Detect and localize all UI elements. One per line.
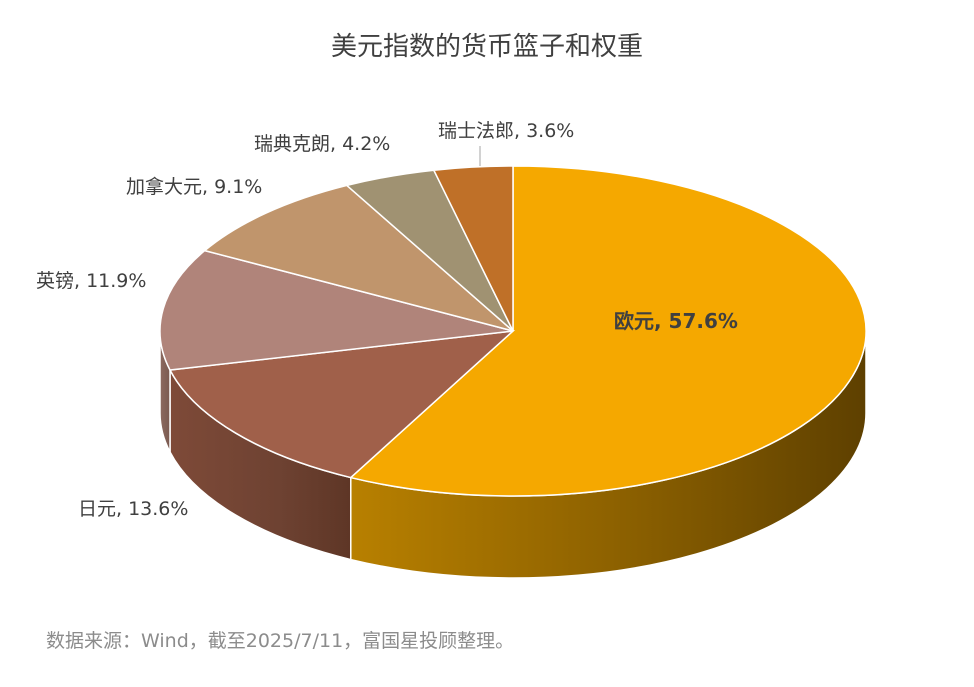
pie-slice-4 (203, 184, 514, 332)
chart-title: 美元指数的货币篮子和权重 (330, 32, 643, 62)
slice-label-3: 英镑, 11.9% (36, 270, 146, 292)
slice-label-2: 日元, 13.6% (78, 498, 188, 520)
pie-slice-6 (432, 165, 514, 332)
pie-slice-2 (168, 329, 516, 479)
pie-slice-3 (159, 249, 514, 371)
pie-slice-1 (349, 165, 867, 497)
source-note: 数据来源：Wind，截至2025/7/11，富国星投顾整理。 (46, 630, 515, 652)
slice-label-1: 欧元, 57.6% (614, 309, 738, 333)
slice-label-4: 加拿大元, 9.1% (126, 175, 262, 198)
slice-label-5: 瑞典克朗, 4.2% (254, 133, 390, 155)
slice-label-6: 瑞士法郎, 3.6% (438, 120, 574, 142)
